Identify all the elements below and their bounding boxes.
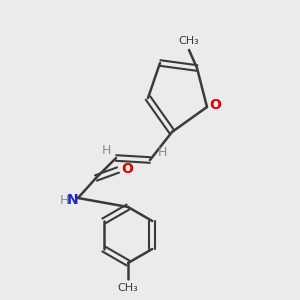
Text: H: H bbox=[101, 143, 111, 157]
Text: CH₃: CH₃ bbox=[178, 36, 200, 46]
Text: H: H bbox=[157, 146, 167, 158]
Text: N: N bbox=[67, 193, 79, 207]
Text: O: O bbox=[209, 98, 221, 112]
Text: O: O bbox=[121, 162, 133, 176]
Text: CH₃: CH₃ bbox=[118, 283, 138, 293]
Text: H: H bbox=[59, 194, 69, 206]
